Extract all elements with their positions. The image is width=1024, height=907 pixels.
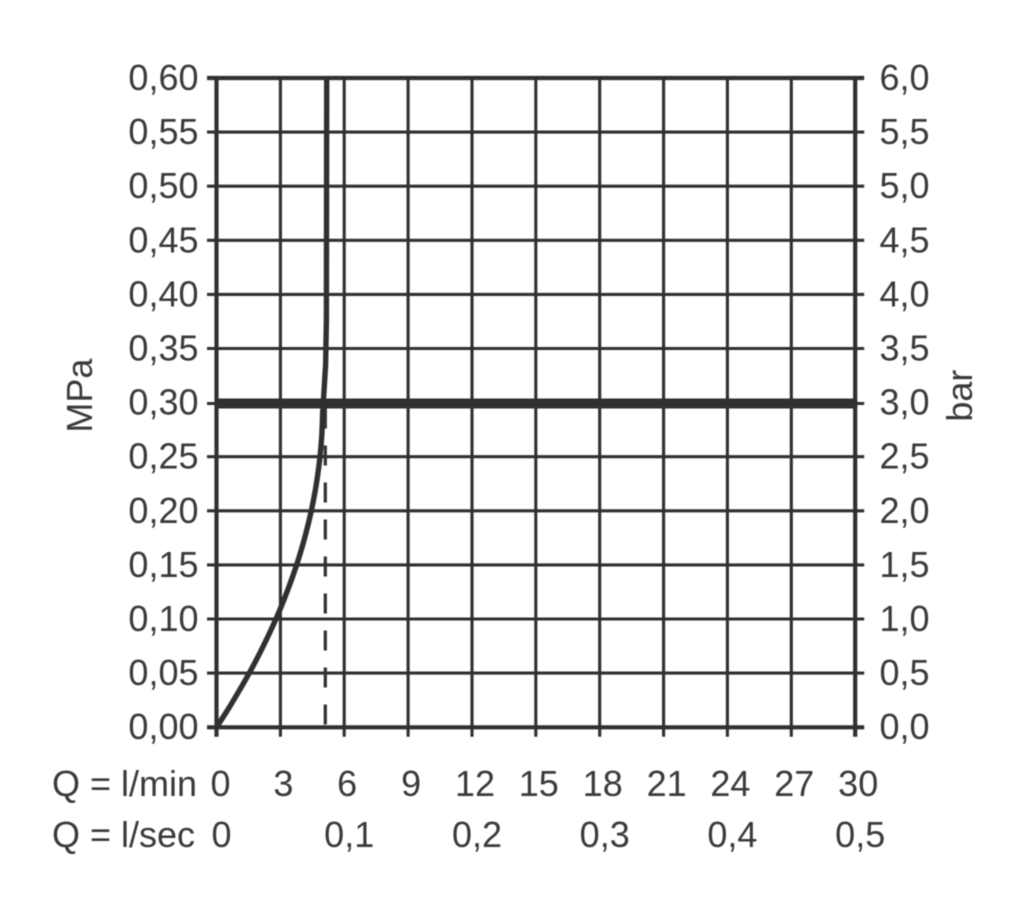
svg-text:2,0: 2,0 (880, 490, 930, 531)
svg-text:0,0: 0,0 (880, 706, 930, 747)
svg-text:5,5: 5,5 (880, 111, 930, 152)
svg-text:15: 15 (519, 763, 559, 804)
svg-text:5,0: 5,0 (880, 165, 930, 206)
svg-text:6: 6 (337, 763, 357, 804)
svg-text:0: 0 (210, 763, 230, 804)
svg-text:30: 30 (838, 763, 878, 804)
svg-text:0,3: 0,3 (580, 814, 630, 855)
svg-text:9: 9 (401, 763, 421, 804)
svg-text:0,10: 0,10 (128, 598, 198, 639)
svg-text:6,0: 6,0 (880, 57, 930, 98)
svg-text:0,55: 0,55 (128, 111, 198, 152)
svg-text:24: 24 (710, 763, 750, 804)
svg-text:18: 18 (583, 763, 623, 804)
svg-text:0,25: 0,25 (128, 436, 198, 477)
svg-text:Q = l/min: Q = l/min (52, 763, 197, 804)
svg-text:4,5: 4,5 (880, 219, 930, 260)
svg-text:1,0: 1,0 (880, 598, 930, 639)
svg-text:0,40: 0,40 (128, 273, 198, 314)
svg-text:0,60: 0,60 (128, 57, 198, 98)
svg-text:0,00: 0,00 (128, 706, 198, 747)
svg-text:0,4: 0,4 (707, 814, 757, 855)
svg-text:21: 21 (647, 763, 687, 804)
svg-text:0,15: 0,15 (128, 544, 198, 585)
svg-text:2,5: 2,5 (880, 436, 930, 477)
svg-text:0: 0 (211, 814, 231, 855)
svg-text:0,2: 0,2 (452, 814, 502, 855)
svg-text:Q = l/sec: Q = l/sec (52, 814, 195, 855)
svg-text:3: 3 (273, 763, 293, 804)
svg-text:0,1: 0,1 (324, 814, 374, 855)
svg-text:bar: bar (939, 370, 980, 422)
svg-text:1,5: 1,5 (880, 544, 930, 585)
svg-text:0,5: 0,5 (835, 814, 885, 855)
svg-text:0,45: 0,45 (128, 219, 198, 260)
svg-text:12: 12 (455, 763, 495, 804)
svg-text:27: 27 (774, 763, 814, 804)
svg-text:3,5: 3,5 (880, 328, 930, 369)
svg-text:MPa: MPa (59, 358, 100, 433)
svg-text:0,05: 0,05 (128, 652, 198, 693)
svg-text:4,0: 4,0 (880, 273, 930, 314)
svg-text:3,0: 3,0 (880, 382, 930, 423)
svg-text:0,30: 0,30 (128, 382, 198, 423)
svg-text:0,20: 0,20 (128, 490, 198, 531)
svg-text:0,35: 0,35 (128, 328, 198, 369)
svg-text:0,5: 0,5 (880, 652, 930, 693)
svg-text:0,50: 0,50 (128, 165, 198, 206)
